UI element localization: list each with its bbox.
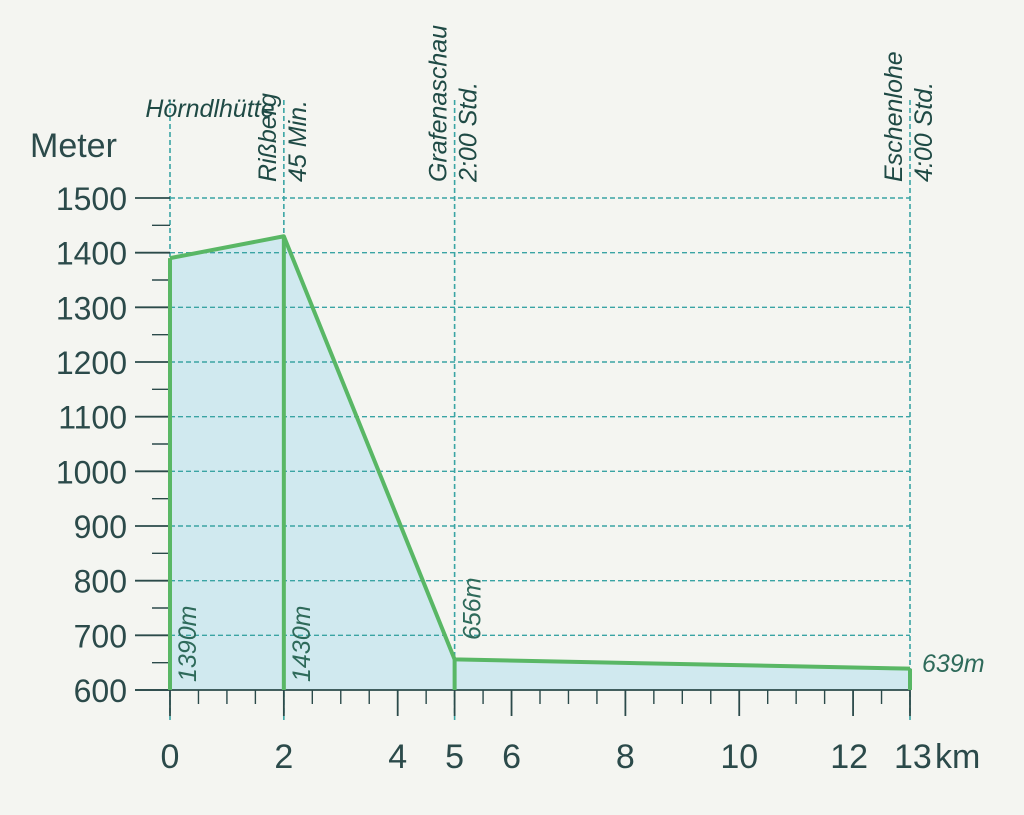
elevation-label-group: 1430m xyxy=(288,606,316,682)
x-tick-label: 6 xyxy=(502,738,521,776)
station-time: 2:00 Std. xyxy=(455,82,483,183)
x-tick-label: 8 xyxy=(616,738,635,776)
y-tick-label: 1400 xyxy=(56,236,127,272)
station-label-group: Eschenlohe 4:00 Std. xyxy=(880,51,938,182)
x-tick-label: 5 xyxy=(445,738,464,776)
y-tick-label: 1100 xyxy=(58,400,127,436)
y-tick-label: 600 xyxy=(74,673,127,709)
y-tick-label: 800 xyxy=(74,564,127,600)
elevation-label: 1430m xyxy=(288,606,316,682)
x-axis-unit-label: km xyxy=(935,738,980,776)
x-tick-label: 12 xyxy=(830,738,868,776)
y-tick-label: 900 xyxy=(74,509,127,545)
profile-fill-layer xyxy=(170,236,910,690)
station-label-group: Rißberg 45 Min. xyxy=(254,93,312,182)
station-time: 45 Min. xyxy=(284,100,312,182)
x-tick-label: 4 xyxy=(388,738,407,776)
x-tick-label: 13 xyxy=(894,738,932,776)
elevation-label: 1390m xyxy=(174,606,202,682)
station-name: Eschenlohe xyxy=(880,51,908,182)
y-axis-label: Meter xyxy=(30,127,117,165)
station-name: Rißberg xyxy=(254,93,282,182)
profile-line xyxy=(169,234,911,671)
y-tick-label: 1500 xyxy=(56,181,127,217)
station-name: Grafenaschau xyxy=(425,25,453,182)
elevation-label-group: 1390m xyxy=(174,606,202,682)
y-tick-label: 1300 xyxy=(56,290,127,326)
profile-area xyxy=(170,236,910,690)
y-tick-label: 1200 xyxy=(56,345,127,381)
axes-layer: 600 700 800 900 1000 1100 1200 1300 1400 1500 0 2 4 5… xyxy=(56,181,932,776)
station-name: Hörndlhütte xyxy=(145,95,274,123)
x-tick-label: 10 xyxy=(720,738,758,776)
elevation-label: 656m xyxy=(459,577,487,640)
profile-line-layer xyxy=(168,234,912,690)
x-tick-label: 0 xyxy=(161,738,180,776)
y-tick-label: 700 xyxy=(74,618,127,654)
x-tick-label: 2 xyxy=(274,738,293,776)
y-tick-label: 1000 xyxy=(56,454,127,490)
elevation-label-group: 656m xyxy=(459,577,487,640)
elevation-label: 639m xyxy=(922,650,985,678)
station-label-group: Grafenaschau 2:00 Std. xyxy=(425,25,483,183)
station-time: 4:00 Std. xyxy=(910,82,938,182)
